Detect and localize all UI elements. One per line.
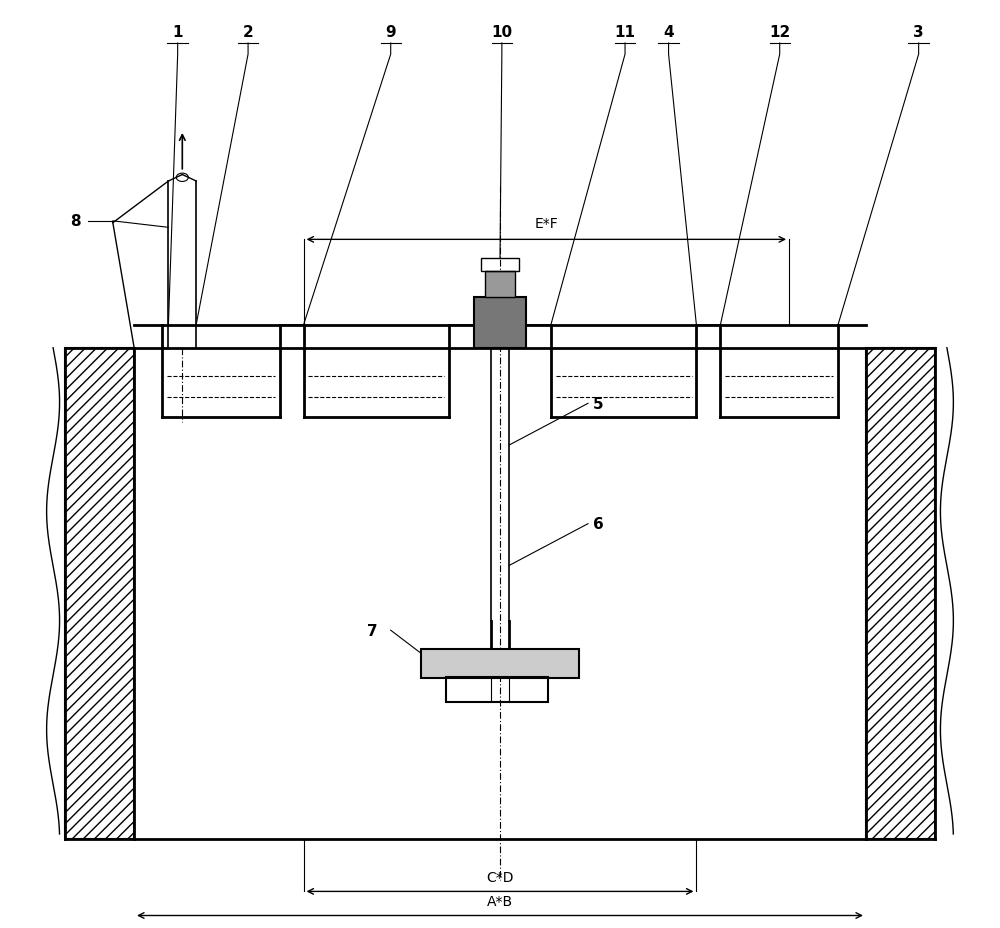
- Text: E*F: E*F: [534, 217, 558, 231]
- Bar: [866, 348, 935, 839]
- Text: 2: 2: [243, 25, 253, 40]
- Text: 5: 5: [593, 396, 603, 411]
- Text: C*D: C*D: [486, 870, 514, 884]
- Bar: [446, 677, 548, 702]
- Text: 1: 1: [172, 25, 183, 40]
- Bar: [474, 298, 526, 348]
- Text: 11: 11: [615, 25, 636, 40]
- Text: 3: 3: [913, 25, 924, 40]
- Text: 9: 9: [385, 25, 396, 40]
- Bar: [481, 259, 519, 272]
- Text: 4: 4: [663, 25, 674, 40]
- Text: 7: 7: [367, 623, 377, 638]
- Text: A*B: A*B: [487, 894, 513, 909]
- Text: 10: 10: [491, 25, 512, 40]
- Text: 6: 6: [593, 517, 603, 532]
- Text: 12: 12: [769, 25, 790, 40]
- Bar: [485, 272, 515, 298]
- Bar: [65, 348, 134, 839]
- Text: 8: 8: [70, 214, 81, 229]
- Bar: [421, 649, 579, 678]
